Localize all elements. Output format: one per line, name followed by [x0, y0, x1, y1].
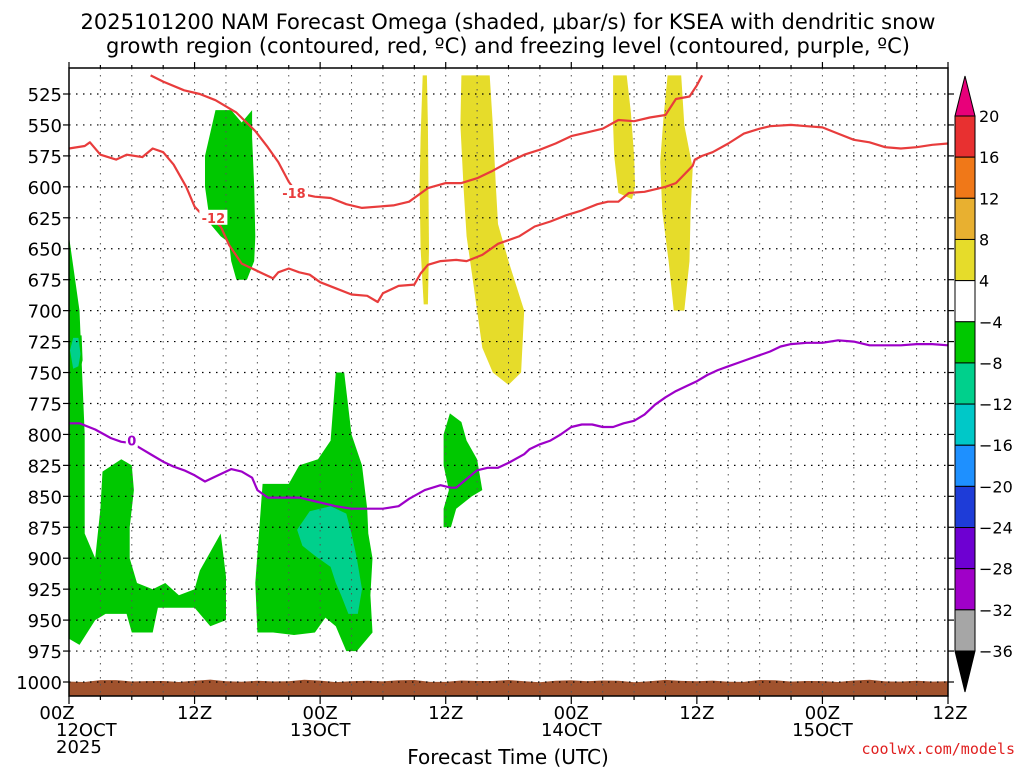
x-tick-label-36-1: 12Z [428, 703, 463, 724]
colorbar-swatch-13 [954, 609, 976, 652]
colorbar-swatch-6 [954, 321, 976, 364]
x-tick-label-72-2: 15OCT [792, 720, 854, 741]
colorbar-label-12: −32 [979, 601, 1013, 620]
red-contour-label-bg-1 [199, 209, 228, 225]
y-tick-label-700: 700 [28, 302, 62, 323]
x-tick-label-12-1: 12Z [177, 703, 212, 724]
x-tick-label-0-1: 00Z [39, 703, 74, 724]
colorbar-swatch-8 [954, 403, 976, 446]
omega-region-0 [69, 236, 226, 645]
omega-region-8 [460, 75, 525, 385]
y-tick-label-625: 625 [28, 209, 62, 230]
y-tick-label-825: 825 [28, 456, 62, 477]
colorbar-swatch-3 [954, 197, 976, 240]
y-tick-label-950: 950 [28, 611, 62, 632]
purple-contour-label-bg-0 [125, 432, 138, 448]
red-contour-label-0: -18 [282, 187, 306, 202]
y-tick-label-850: 850 [28, 487, 62, 508]
y-tick-label-775: 775 [28, 394, 62, 415]
omega-region-4 [443, 413, 483, 528]
omega-region-10 [660, 75, 693, 311]
omega-region-3 [297, 506, 362, 614]
colorbar-label-13: −36 [979, 642, 1013, 661]
purple-contour-0 [69, 339, 949, 510]
red-contour-label-bg-0 [279, 185, 308, 201]
omega-shading [69, 75, 693, 652]
y-tick-label-800: 800 [28, 425, 62, 446]
x-tick-label-24-1: 00Z [303, 703, 338, 724]
x-axis-title: Forecast Time (UTC) [407, 745, 609, 768]
omega-region-1 [205, 110, 256, 280]
colorbar-swatch-12 [954, 568, 976, 611]
x-tick-label-24-2: 13OCT [290, 720, 352, 741]
red-contour-label-1: -12 [202, 212, 226, 227]
colorbar-swatch-2 [954, 156, 976, 199]
y-tick-label-600: 600 [28, 178, 62, 199]
y-tick-label-975: 975 [28, 642, 62, 663]
x-tick-label-48-1: 00Z [554, 703, 589, 724]
y-tick-label-525: 525 [28, 85, 62, 106]
surface-terrain [69, 679, 948, 696]
y-tick-label-875: 875 [28, 518, 62, 539]
colorbar-swatch-11 [954, 527, 976, 570]
chart-title-line-2: growth region (contoured, red, ºC) and f… [106, 34, 910, 58]
colorbar-swatch-9 [954, 444, 976, 487]
y-tick-label-925: 925 [28, 580, 62, 601]
colorbar-swatch-1 [954, 115, 976, 158]
x-tick-label-60-1: 12Z [679, 703, 714, 724]
x-tick-label-0-3: 2025 [56, 737, 102, 758]
y-tick-label-650: 650 [28, 240, 62, 261]
surface-ground [69, 679, 948, 696]
x-tick-label-72-1: 00Z [805, 703, 840, 724]
y-tick-label-750: 750 [28, 364, 62, 385]
colorbar-top-arrow [954, 75, 976, 117]
contours: -18 -12 0 [68, 74, 949, 510]
credit-text: coolwx.com/models [861, 740, 1015, 758]
colorbar-label-5: −4 [979, 313, 1003, 332]
y-tick-label-900: 900 [28, 549, 62, 570]
y-tick-label-725: 725 [28, 333, 62, 354]
chart-title-line-1: 2025101200 NAM Forecast Omega (shaded, μ… [81, 10, 936, 34]
y-tick-label-1000: 1000 [16, 673, 62, 694]
colorbar-bottom-arrow [954, 650, 976, 693]
colorbar-label-11: −28 [979, 560, 1013, 579]
colorbar-swatch-4 [954, 238, 976, 282]
y-tick-label-550: 550 [28, 116, 62, 137]
colorbar-swatch-7 [954, 362, 976, 405]
x-tick-label-48-2: 14OCT [541, 720, 603, 741]
colorbar-label-9: −20 [979, 477, 1013, 496]
omega-region-6 [70, 337, 81, 369]
colorbar: 20 16 12 8 4 −4 −8 −12 −16 −20 −24 −28 −32 −36 [954, 75, 1013, 693]
colorbar-swatch-5 [954, 280, 976, 323]
colorbar-label-10: −24 [979, 519, 1013, 538]
purple-contour-label-0: 0 [127, 435, 136, 450]
y-tick-label-675: 675 [28, 271, 62, 292]
plot-area: -18 -12 0 [68, 67, 949, 697]
omega-region-9 [613, 75, 636, 200]
colorbar-label-4: 4 [979, 272, 989, 291]
y-tick-label-575: 575 [28, 147, 62, 168]
colorbar-label-0: 20 [979, 107, 999, 126]
x-tick-label-84-1: 12Z [932, 703, 967, 724]
y-axis: 525 550 575 600 625 650 675 700 725 750 775 800 825 8… [16, 85, 954, 694]
red-contour-0 [150, 74, 704, 209]
x-tick-label-0-2: 12OCT [56, 720, 118, 741]
colorbar-label-8: −16 [979, 436, 1013, 455]
colorbar-label-7: −12 [979, 395, 1013, 414]
colorbar-label-2: 12 [979, 189, 999, 208]
colorbar-label-6: −8 [979, 354, 1003, 373]
colorbar-label-1: 16 [979, 148, 999, 167]
colorbar-label-3: 8 [979, 230, 989, 249]
colorbar-swatch-10 [954, 485, 976, 529]
